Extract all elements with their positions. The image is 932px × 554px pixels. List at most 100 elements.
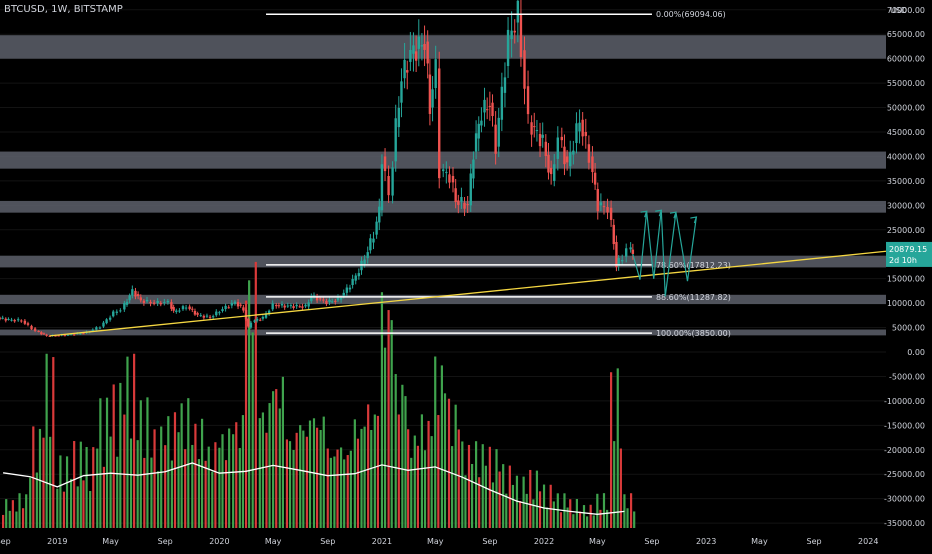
candle-body	[500, 86, 504, 120]
candle-body	[301, 306, 304, 308]
volume-bar	[546, 507, 549, 528]
volume-bar	[136, 440, 139, 528]
volume-bar	[599, 509, 602, 528]
x-tick-label: 2022	[534, 537, 554, 546]
y-axis-bg	[886, 0, 932, 550]
candle-body	[156, 301, 159, 304]
candle-body	[391, 167, 394, 196]
x-tick-label: 2020	[209, 537, 229, 546]
candle-body	[575, 123, 578, 143]
candle-body	[184, 307, 188, 309]
volume-bar	[336, 449, 339, 528]
volume-bar	[302, 430, 305, 528]
candle-body	[596, 189, 599, 212]
volume-bar	[529, 469, 532, 528]
price-tag: 20879.15 2d 10h	[886, 241, 932, 267]
volume-bar	[467, 444, 471, 528]
candle-body	[211, 316, 215, 318]
zone	[0, 151, 886, 169]
volume-bar	[508, 465, 511, 528]
candle-body	[277, 305, 281, 307]
volume-bar	[387, 310, 390, 528]
volume-bar	[329, 457, 332, 528]
volume-bar	[191, 444, 194, 528]
candle-body	[322, 299, 325, 301]
candle-body	[506, 29, 510, 66]
volume-bar	[299, 425, 302, 528]
candle-body	[40, 332, 43, 335]
y-tick-label: 30000.00	[887, 201, 925, 210]
candle-body	[351, 278, 354, 286]
volume-bar	[109, 436, 112, 528]
volume-bar	[275, 389, 278, 528]
volume-bar	[204, 460, 207, 528]
volume-bar	[42, 437, 45, 528]
candle-body	[119, 310, 122, 312]
candle-body	[37, 330, 40, 332]
candle-body	[0, 317, 2, 319]
y-tick-label: 0.00	[907, 348, 925, 357]
price-tag-box	[886, 241, 932, 267]
candle-body	[530, 122, 533, 135]
volume-bar	[214, 442, 217, 528]
volume-bar	[102, 466, 106, 528]
volume-bar	[224, 460, 228, 528]
volume-bar	[437, 415, 440, 528]
volume-bar	[251, 332, 254, 528]
volume-bar	[173, 412, 177, 528]
volume-bar	[549, 484, 552, 528]
volume-ma-line	[3, 462, 625, 515]
candle-body	[369, 238, 372, 251]
candle-body	[491, 102, 494, 117]
volume-bar	[589, 504, 592, 528]
candle-body	[602, 206, 606, 208]
candle-body	[134, 290, 137, 297]
candle-body	[218, 312, 221, 314]
candle-body	[428, 74, 432, 114]
volume-bar	[288, 441, 292, 528]
volume-bar	[535, 470, 539, 528]
y-tick-label: -30000.00	[884, 495, 925, 504]
volume-bar	[464, 475, 467, 528]
candle-body	[26, 323, 30, 325]
candle-body	[261, 316, 265, 319]
volume-bar	[609, 372, 613, 528]
volume-bar	[619, 448, 622, 528]
volume-bar	[440, 365, 443, 528]
candle-body	[414, 51, 418, 61]
candle-body	[535, 130, 539, 132]
candle-body	[253, 320, 256, 322]
volume-bar	[451, 446, 454, 528]
volume-bar	[586, 516, 589, 528]
candle-body	[612, 224, 615, 245]
candle-body	[448, 174, 451, 183]
x-tick-label: May	[102, 537, 119, 546]
volume-bar	[578, 511, 582, 528]
volume-bar	[633, 511, 636, 528]
candle-body	[336, 297, 340, 301]
volume-bar	[35, 472, 38, 528]
candle-body	[434, 59, 437, 88]
candle-body	[483, 99, 486, 113]
candle-body	[123, 302, 126, 310]
volume-bar	[552, 501, 555, 528]
volume-bar	[559, 512, 563, 528]
x-tick-label: May	[589, 537, 606, 546]
candle-body	[259, 319, 262, 321]
volume-bar	[5, 499, 8, 528]
y-tick-label: 10000.00	[887, 299, 925, 308]
volume-bar	[575, 499, 578, 528]
volume-bar	[82, 480, 85, 528]
volume-bar	[281, 376, 284, 528]
volume-bar	[73, 441, 76, 528]
candle-body	[125, 301, 129, 305]
currency-label: USD	[890, 6, 907, 15]
volume-bar	[49, 436, 52, 528]
candle-body	[348, 287, 352, 290]
candle-body	[451, 176, 455, 183]
volume-bar	[360, 428, 363, 528]
volume-bar	[423, 450, 427, 528]
candle-body	[178, 310, 181, 312]
